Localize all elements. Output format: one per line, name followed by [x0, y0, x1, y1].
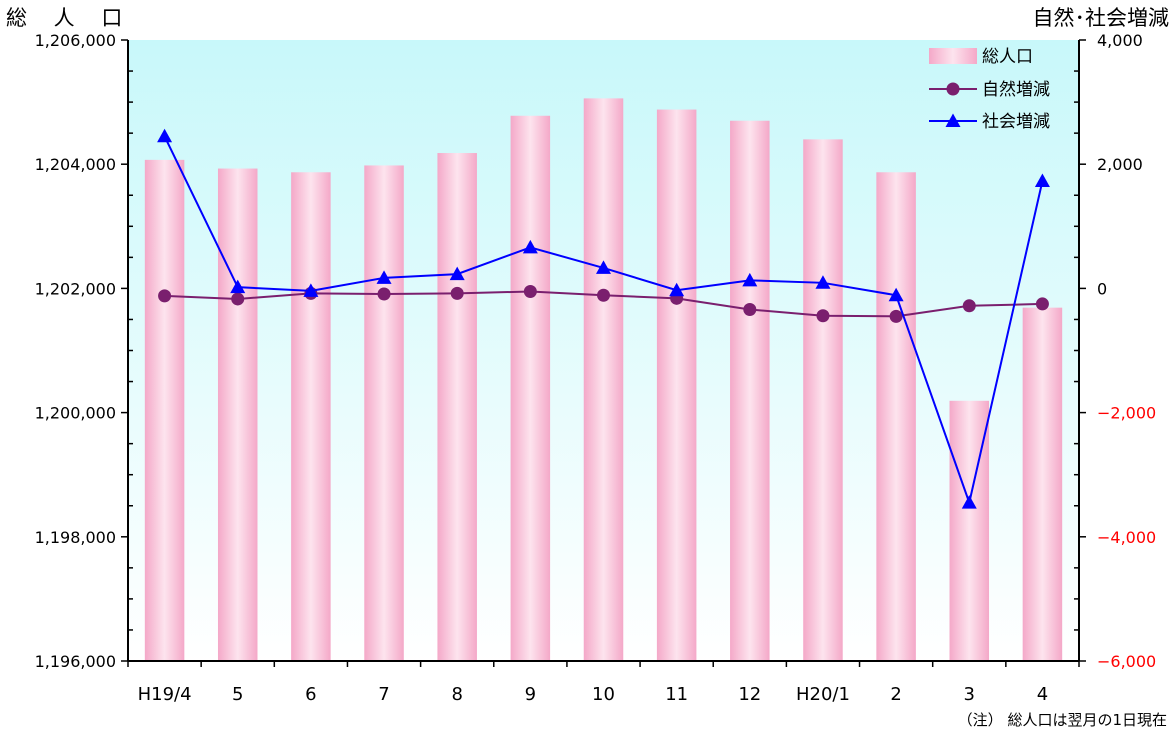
x-tick-label: 5 [232, 684, 243, 705]
x-tick-label: 8 [451, 684, 462, 705]
x-tick-label: H19/4 [138, 684, 192, 705]
bar-total-population [1022, 307, 1063, 661]
natural-change-point [450, 286, 464, 300]
social-change-point [230, 279, 246, 294]
right-tick-label: −6,000 [1097, 652, 1156, 671]
right-tick-label: 2,000 [1097, 155, 1143, 174]
bar-total-population [437, 153, 477, 661]
legend-bar-swatch [929, 48, 977, 64]
x-tick-label: 2 [890, 684, 901, 705]
social-change-point [742, 272, 758, 287]
legend-label-natural: 自然増減 [982, 80, 1050, 100]
natural-change-point [597, 288, 610, 302]
legend-label-social: 社会増減 [982, 112, 1050, 132]
natural-change-point [158, 289, 172, 303]
social-change-point [596, 260, 611, 274]
bar-total-population [291, 172, 331, 661]
bar-total-population [656, 109, 697, 661]
x-tick-label: 10 [592, 684, 615, 705]
right-tick-label: 4,000 [1097, 31, 1143, 50]
x-tick-label: 4 [1037, 684, 1048, 705]
bar-total-population [510, 115, 551, 661]
social-change-point [815, 275, 831, 289]
social-change-point [303, 283, 319, 297]
x-tick-label: 6 [305, 684, 316, 705]
bar-total-population [730, 120, 770, 662]
left-tick-label: 1,196,000 [35, 652, 116, 671]
bar-total-population [583, 98, 624, 661]
x-tick-label: 9 [525, 684, 536, 705]
natural-change-point [231, 292, 245, 306]
bar-total-population [803, 139, 843, 662]
natural-change-point [962, 299, 976, 313]
bar-total-population [876, 172, 916, 661]
social-change-point [1034, 173, 1050, 187]
legend-label-total: 総人口 [982, 47, 1033, 67]
bar-total-population [144, 159, 185, 661]
left-tick-label: 1,204,000 [35, 155, 116, 174]
bar-total-population [364, 165, 404, 661]
left-tick-label: 1,202,000 [35, 279, 116, 298]
footnote: （注） 総人口は翌月の1日現在 [957, 711, 1167, 729]
left-tick-label: 1,200,000 [35, 404, 116, 423]
x-tick-label: 7 [378, 684, 389, 705]
social-change-point [522, 239, 538, 254]
legend-natural-marker [946, 82, 960, 96]
social-change-point [669, 282, 685, 297]
natural-change-point [743, 303, 757, 317]
left-tick-label: 1,206,000 [35, 31, 116, 50]
natural-change-point [523, 285, 537, 299]
x-tick-label: 11 [665, 684, 688, 705]
natural-change-point [1035, 297, 1049, 311]
legend-social-marker [945, 113, 961, 127]
social-change-point [961, 495, 977, 509]
natural-change-point [377, 287, 391, 301]
left-axis-title: 総 人 口 [6, 6, 133, 30]
left-tick-label: 1,198,000 [35, 528, 116, 547]
social-change-point [449, 266, 465, 281]
bar-total-population [217, 168, 258, 661]
natural-change-point [816, 309, 830, 323]
right-tick-label: −4,000 [1097, 528, 1156, 547]
x-tick-label: 3 [964, 684, 975, 705]
x-tick-label: 12 [738, 684, 761, 705]
natural-change-point [889, 309, 903, 323]
right-tick-label: 0 [1097, 279, 1107, 298]
social-change-point [157, 128, 173, 143]
right-axis-title: 自然･社会増減 [1032, 6, 1170, 30]
right-tick-label: −2,000 [1097, 404, 1156, 423]
social-change-point [376, 270, 392, 284]
x-tick-label: H20/1 [796, 684, 850, 705]
social-change-point [888, 287, 904, 302]
